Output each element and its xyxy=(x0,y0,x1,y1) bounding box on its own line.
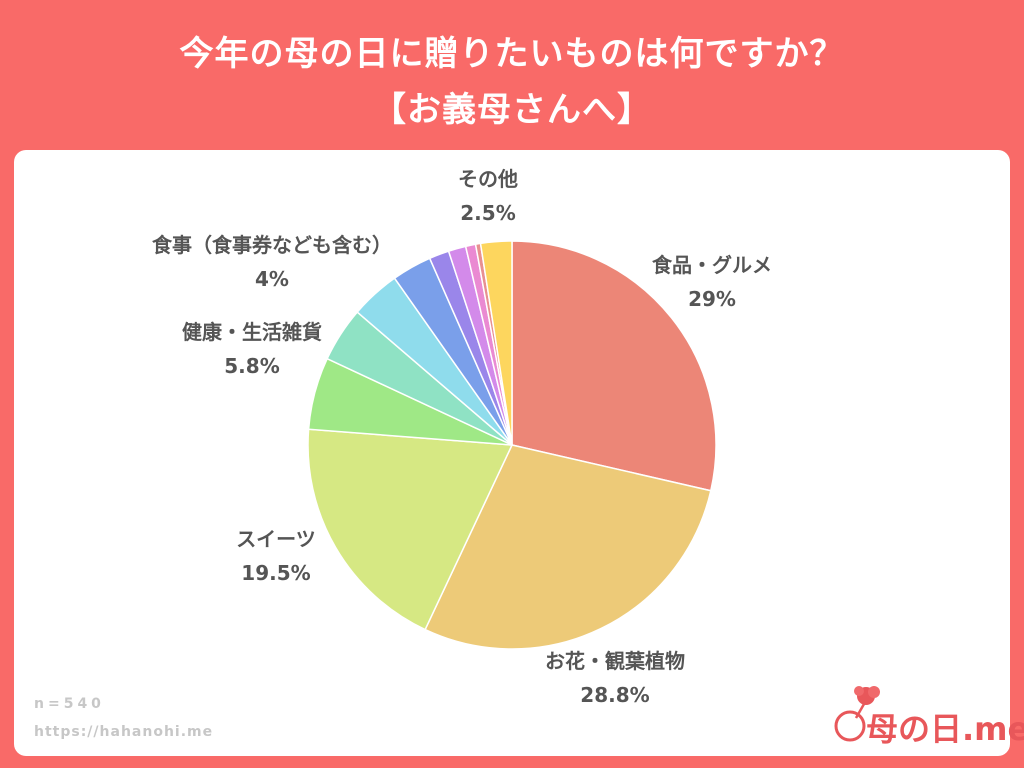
slice-label: その他 xyxy=(458,167,518,191)
chart-title-line2: 【お義母さんへ】 xyxy=(372,90,652,130)
slice-label: 健康・生活雑貨 xyxy=(182,320,322,344)
slice-value-label: 28.8% xyxy=(580,683,649,707)
pie-labels: 食品・グルメ 29% お花・観葉植物 28.8% スイーツ 19.5% 健康・生活雑貨 5.8… xyxy=(152,167,772,707)
site-logo: 母の日.me xyxy=(826,682,1024,752)
slice-value-label: 29% xyxy=(688,287,736,311)
slice-label: 食品・グルメ xyxy=(652,253,772,277)
sample-size-note: n=540 xyxy=(34,696,105,712)
slice-label: お花・観葉植物 xyxy=(545,649,685,673)
pie-slices xyxy=(307,240,717,650)
logo-text: 母の日.me xyxy=(866,710,1024,748)
chart-title-line1: 今年の母の日に贈りたいものは何ですか？ xyxy=(179,34,845,74)
slice-label: スイーツ xyxy=(236,527,316,551)
slice-value-label: 4% xyxy=(255,267,289,291)
pie-slice xyxy=(511,240,717,492)
pie-slice xyxy=(307,428,514,631)
source-url: https://hahanohi.me xyxy=(34,724,214,740)
slice-value-label: 2.5% xyxy=(460,201,515,225)
carnation-icon xyxy=(834,686,880,742)
slice-label: 食事（食事券なども含む） xyxy=(152,233,392,257)
pie-slice xyxy=(479,240,513,446)
slice-value-label: 19.5% xyxy=(241,561,310,585)
slice-value-label: 5.8% xyxy=(224,354,279,378)
pie-slice xyxy=(424,444,712,650)
header: 今年の母の日に贈りたいものは何ですか？ 【お義母さんへ】 xyxy=(0,0,1024,150)
